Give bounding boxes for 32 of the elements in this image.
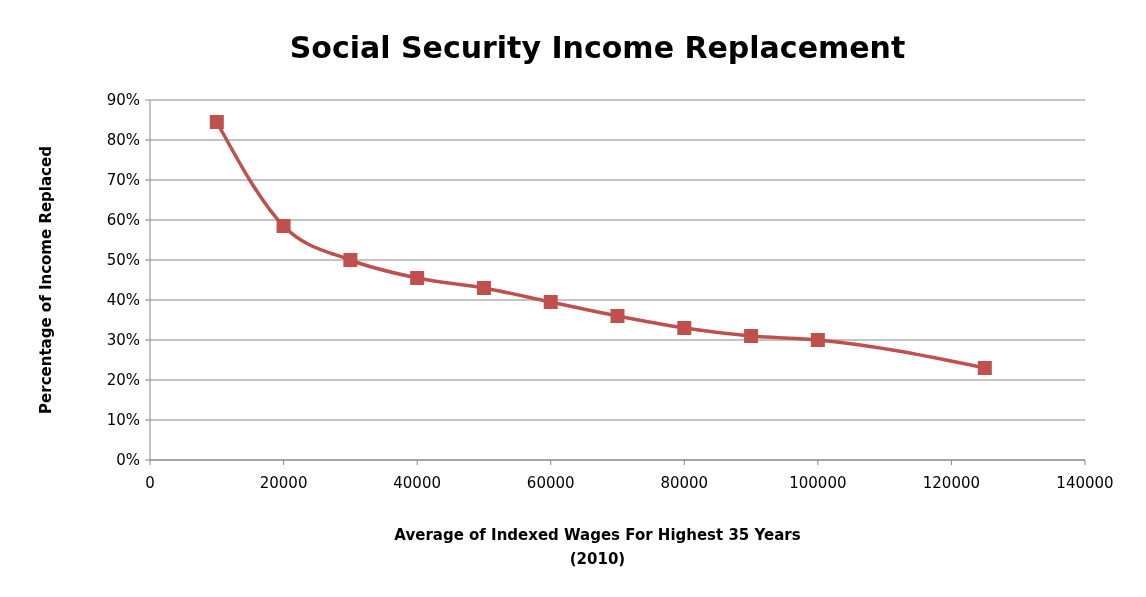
x-tick-label: 140000: [1056, 474, 1114, 492]
y-tick-label: 0%: [116, 451, 140, 470]
y-tick-label: 50%: [106, 251, 140, 270]
x-tick-label: 60000: [526, 474, 575, 492]
x-axis-title: Average of Indexed Wages For Highest 35 Years (2010): [394, 526, 801, 568]
point: [343, 253, 358, 267]
y-tick-label: 90%: [106, 91, 140, 110]
x-tick-label: 0: [145, 474, 155, 492]
point: [410, 271, 425, 285]
y-tick-label: 20%: [106, 371, 140, 390]
x-tick-label: 20000: [259, 474, 308, 492]
point: [977, 361, 992, 375]
y-axis-title: Percentage of Income Replaced: [37, 146, 55, 414]
y-tick-label: 10%: [106, 411, 140, 430]
point: [476, 281, 491, 295]
x-tick-label: 80000: [660, 474, 709, 492]
y-tick-label: 30%: [106, 331, 140, 350]
point: [677, 321, 692, 335]
point: [209, 115, 224, 129]
point: [276, 219, 291, 233]
x-tick-label: 40000: [393, 474, 441, 492]
point: [744, 329, 759, 343]
y-tick-label: 40%: [106, 291, 140, 310]
y-tick-label: 70%: [106, 171, 140, 190]
point: [810, 333, 825, 347]
chart-title: Social Security Income Replacement: [289, 30, 906, 65]
point: [610, 309, 625, 323]
x-tick-label: 120000: [922, 474, 981, 492]
y-tick-label: 60%: [106, 211, 140, 230]
y-tick-label: 80%: [106, 131, 140, 150]
x-tick-label: 100000: [789, 474, 847, 492]
point: [543, 295, 558, 309]
